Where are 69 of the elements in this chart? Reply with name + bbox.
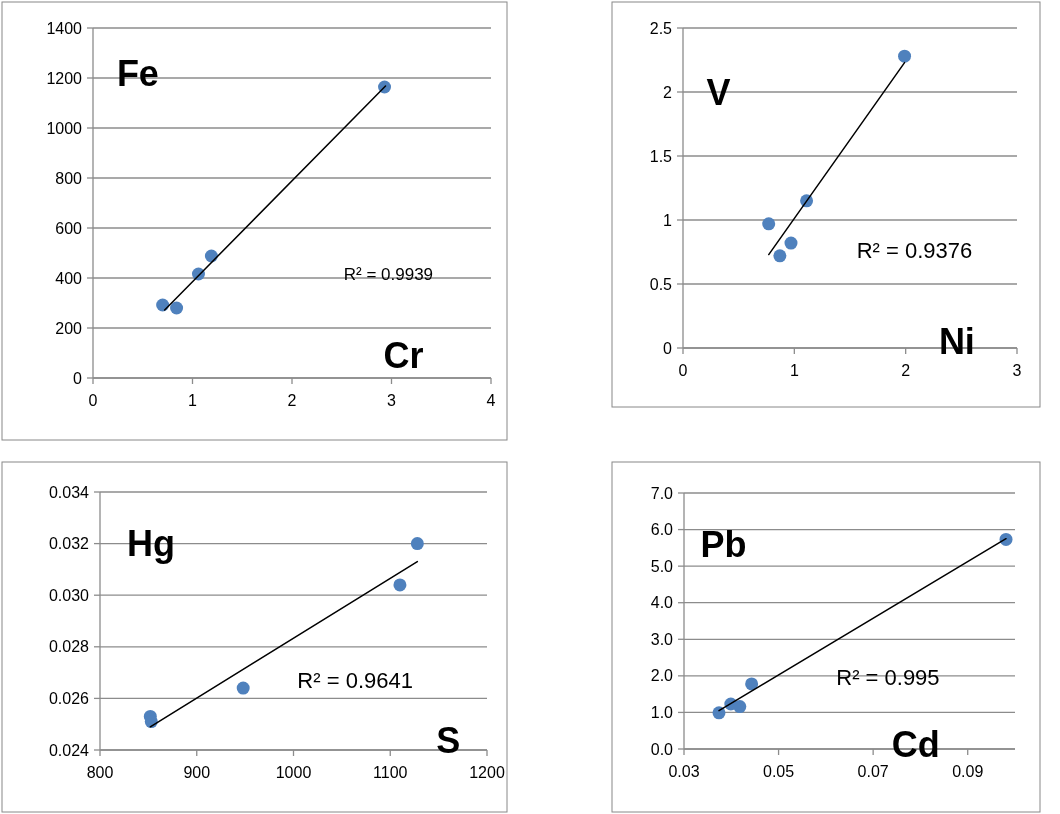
y-tick-label: 1.5 [649,147,673,165]
annotation: R² = 0.9641 [297,668,413,694]
x-tick-label: 0.03 [668,763,700,780]
y-tick-label: 400 [55,269,83,287]
point [170,301,184,315]
x-tick-label: 0 [678,362,688,379]
y-tick-label: 1000 [46,119,83,137]
point [410,537,424,551]
y-tick-label: 0.0 [650,740,674,758]
y-axis-title: Pb [700,523,747,565]
y-tick-label: 200 [55,319,83,337]
point [745,677,759,691]
y-tick-label: 5.0 [650,557,674,575]
x-tick-label: 1100 [373,764,408,781]
annotation: R² = 0.9939 [343,265,434,284]
point [999,532,1013,546]
x-tick-label: 3 [1012,362,1022,379]
annotation: R² = 0.995 [836,665,940,690]
y-tick-label: 2.5 [649,19,673,37]
y-tick-label: 0.030 [48,586,90,604]
x-tick-label: 1000 [275,764,312,781]
point [773,249,787,263]
y-tick-label: 0.028 [48,638,90,656]
x-tick-label: 0.09 [952,763,984,780]
x-axis-title: Cd [891,723,940,765]
point [378,80,392,94]
x-tick-label: 0.05 [763,763,795,780]
x-tick-label: 3 [387,392,397,409]
x-tick-label: 1200 [469,764,505,781]
x-tick-label: 2 [287,392,297,409]
point [784,236,798,250]
y-tick-label: 0.032 [48,535,90,553]
x-tick-label: 1 [188,392,198,409]
x-tick-label: 1 [789,362,799,379]
x-tick-label: 800 [86,764,114,781]
y-tick-label: 0.5 [649,275,673,293]
point [733,700,747,714]
x-tick-label: 900 [183,764,211,781]
point [898,49,912,63]
y-tick-label: 600 [55,219,83,237]
y-tick-label: 800 [55,169,83,187]
x-tick-label: 2 [901,362,911,379]
y-tick-label: 0.024 [48,741,90,759]
y-axis-title: V [706,71,731,113]
y-tick-label: 1200 [46,69,83,87]
y-axis-title: Fe [116,53,159,95]
y-tick-label: 0 [663,339,673,357]
y-tick-label: 1400 [46,19,83,37]
point [156,298,170,312]
y-tick-label: 0.034 [48,483,90,501]
y-tick-label: 6.0 [650,521,674,539]
point [236,681,250,695]
y-tick-label: 1.0 [650,704,674,722]
y-tick-label: 4.0 [650,594,674,612]
y-tick-label: 2 [663,83,673,101]
point [762,217,776,231]
y-tick-label: 0.026 [48,690,90,707]
point [393,578,407,592]
y-tick-label: 3.0 [650,630,674,648]
x-axis-title: Ni [938,321,975,363]
x-axis-title: Cr [383,334,424,376]
x-tick-label: 0.07 [857,763,889,780]
x-axis-title: S [436,719,461,761]
y-tick-label: 1 [663,211,673,229]
y-tick-label: 2.0 [650,667,674,685]
annotation: R² = 0.9376 [856,238,973,264]
y-axis-title: Hg [127,523,176,565]
x-tick-label: 4 [486,392,496,409]
y-tick-label: 7.0 [650,484,674,502]
